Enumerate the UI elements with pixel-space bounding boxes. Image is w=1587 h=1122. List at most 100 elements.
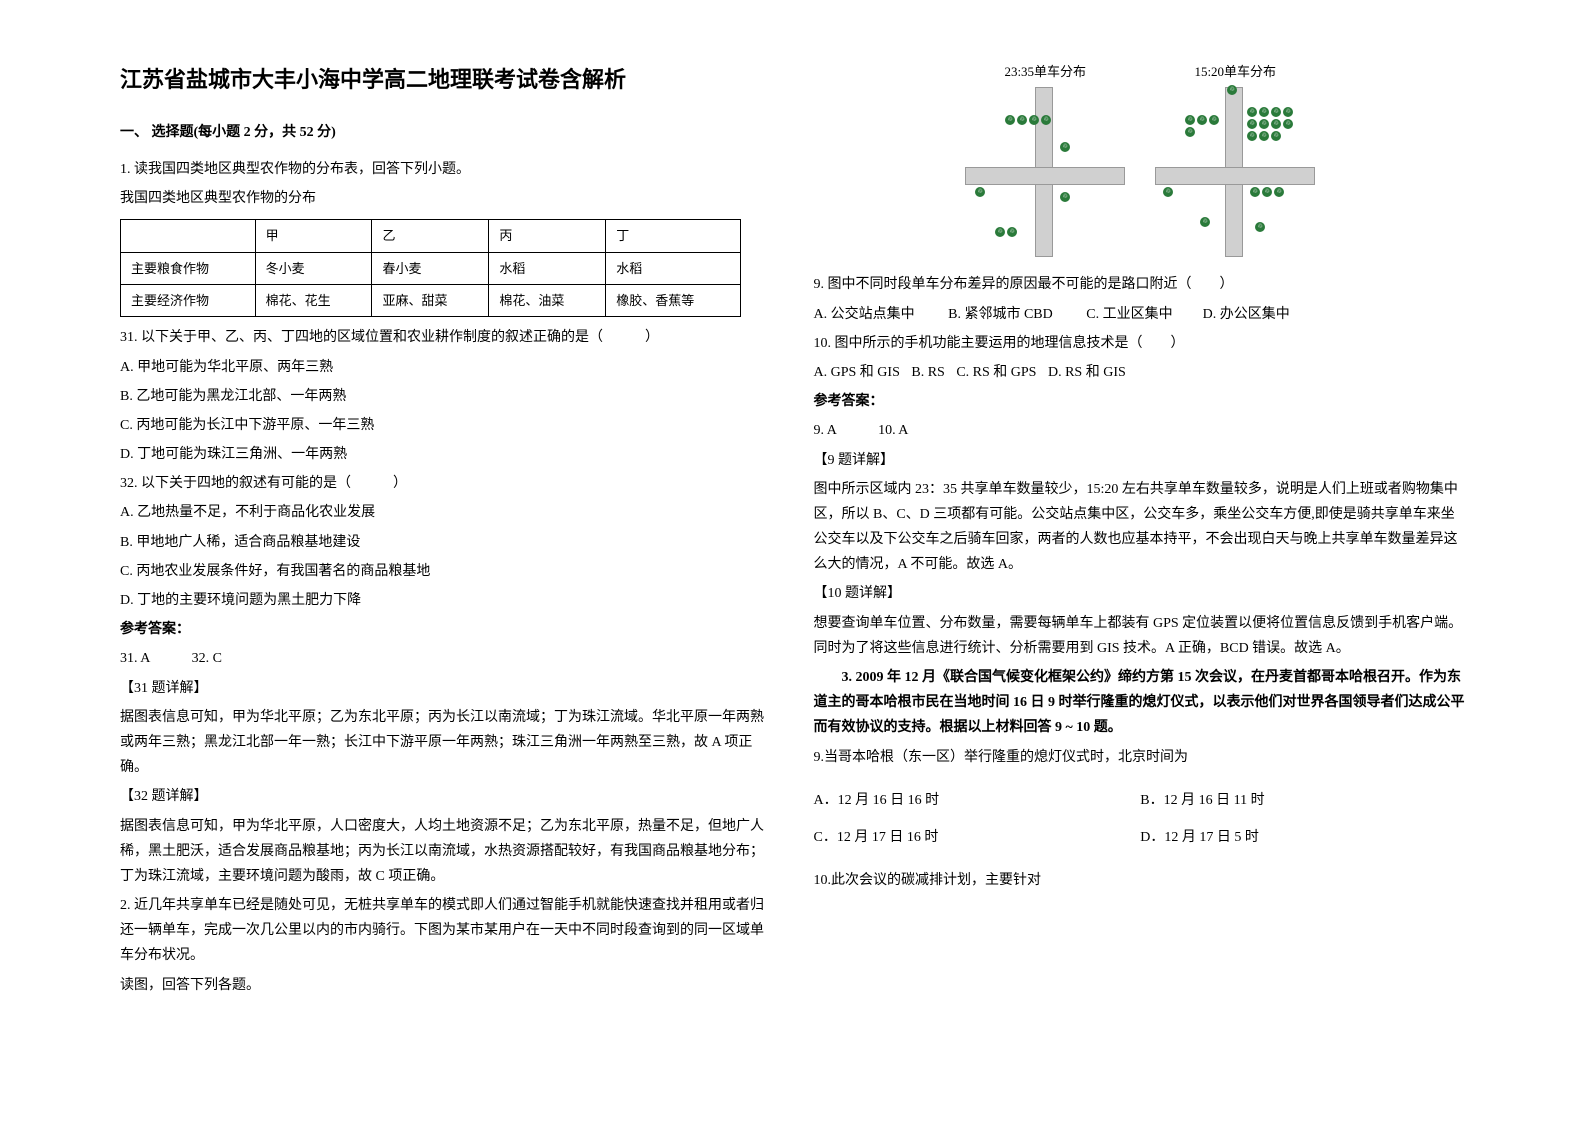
cell: 水稻 [606,252,741,284]
right-column: 23:35单车分布 ♲ ♲ ♲ ♲ ♲ ♲ ♲ ♲ [794,60,1488,1082]
q3-q9-opt-b: B．12 月 16 日 11 时 [1140,782,1467,819]
answer-text-2: 9. A 10. A [814,418,1468,443]
q32-opt-d: D. 丁地的主要环境问题为黑土肥力下降 [120,588,774,613]
q10-opt-a: A. GPS 和 GIS [814,360,900,385]
bike-icon: ♲ [1271,131,1281,141]
q2-read: 读图，回答下列各题。 [120,973,774,998]
th-ding: 丁 [606,220,741,252]
cell: 主要经济作物 [121,284,256,316]
exp32-label: 【32 题详解】 [120,784,774,809]
cell: 棉花、花生 [255,284,372,316]
bike-icon: ♲ [1250,187,1260,197]
diagram-1: 23:35单车分布 ♲ ♲ ♲ ♲ ♲ ♲ ♲ ♲ [965,60,1125,257]
exp32-text: 据图表信息可知，甲为华北平原，人口密度大，人均土地资源不足；乙为东北平原，热量不… [120,814,774,890]
diag1-box: ♲ ♲ ♲ ♲ ♲ ♲ ♲ ♲ ♲ [965,87,1125,257]
bike-icon: ♲ [1163,187,1173,197]
cell: 水稻 [489,252,606,284]
q9-options: A. 公交站点集中 B. 紧邻城市 CBD C. 工业区集中D. 办公区集中 [814,302,1468,327]
diagram-2: 15:20单车分布 ♲ ♲ ♲ ♲ ♲ ♲ ♲ ♲ ♲ ♲ [1155,60,1315,257]
q31-stem: 31. 以下关于甲、乙、丙、丁四地的区域位置和农业耕作制度的叙述正确的是（ ） [120,325,774,350]
q9-opt-d: D. 办公区集中 [1203,302,1290,327]
q10-opt-b: B. RS [911,360,944,385]
bike-icon: ♲ [995,227,1005,237]
q3-q9-opt-a: A．12 月 16 日 16 时 [814,782,1141,819]
bike-icon: ♲ [1060,142,1070,152]
bike-icon: ♲ [1007,227,1017,237]
q3-q9-options: A．12 月 16 日 16 时 B．12 月 16 日 11 时 C．12 月… [814,782,1468,856]
q10-opt-c: C. RS 和 GPS [956,360,1036,385]
left-column: 江苏省盐城市大丰小海中学高二地理联考试卷含解析 一、 选择题(每小题 2 分，共… [100,60,794,1082]
cell: 春小麦 [372,252,489,284]
q31-opt-a: A. 甲地可能为华北平原、两年三熟 [120,355,774,380]
exp9-label: 【9 题详解】 [814,448,1468,473]
q31-opt-d: D. 丁地可能为珠江三角洲、一年两熟 [120,442,774,467]
bike-icon: ♲ [1259,107,1269,117]
bike-icon: ♲ [1271,107,1281,117]
bike-icon: ♲ [1274,187,1284,197]
table-row: 主要经济作物 棉花、花生 亚麻、甜菜 棉花、油菜 橡胶、香蕉等 [121,284,741,316]
q10-opt-d: D. RS 和 GIS [1048,360,1126,385]
cell: 亚麻、甜菜 [372,284,489,316]
cell: 棉花、油菜 [489,284,606,316]
q3-q10-stem: 10.此次会议的碳减排计划，主要针对 [814,868,1468,893]
q3-q9-opt-c: C．12 月 17 日 16 时 [814,819,1141,856]
q32-opt-a: A. 乙地热量不足，不利于商品化农业发展 [120,500,774,525]
bike-icon: ♲ [1283,107,1293,117]
bike-icon: ♲ [1029,115,1039,125]
table-row: 甲 乙 丙 丁 [121,220,741,252]
q10-stem: 10. 图中所示的手机功能主要运用的地理信息技术是（ ） [814,331,1468,356]
bike-icon: ♲ [1247,107,1257,117]
q9-opt-a: A. 公交站点集中 [814,302,915,327]
table-caption: 我国四类地区典型农作物的分布 [120,186,774,211]
q9-opt-b: B. 紧邻城市 CBD [948,302,1053,327]
bike-icon: ♲ [1227,85,1237,95]
th-jia: 甲 [255,220,372,252]
q32-opt-b: B. 甲地地广人稀，适合商品粮基地建设 [120,530,774,555]
cell: 橡胶、香蕉等 [606,284,741,316]
th-blank [121,220,256,252]
diag1-title: 23:35单车分布 [965,60,1125,83]
bike-icon: ♲ [1262,187,1272,197]
exp9-text: 图中所示区域内 23：35 共享单车数量较少，15:20 左右共享单车数量较多，… [814,477,1468,578]
answer-text: 31. A 32. C [120,646,774,671]
bike-icon: ♲ [1200,217,1210,227]
q1-intro: 1. 读我国四类地区典型农作物的分布表，回答下列小题。 [120,157,774,182]
bike-icon: ♲ [1041,115,1051,125]
q10-options: A. GPS 和 GIS B. RS C. RS 和 GPS D. RS 和 G… [814,360,1468,385]
exp31-label: 【31 题详解】 [120,676,774,701]
bike-icon: ♲ [1247,131,1257,141]
diag2-title: 15:20单车分布 [1155,60,1315,83]
exp31-text: 据图表信息可知，甲为华北平原；乙为东北平原；丙为长江以南流域；丁为珠江流域。华北… [120,705,774,781]
q31-opt-b: B. 乙地可能为黑龙江北部、一年两熟 [120,384,774,409]
cell: 冬小麦 [255,252,372,284]
bike-icon: ♲ [1185,127,1195,137]
q32-opt-c: C. 丙地农业发展条件好，有我国著名的商品粮基地 [120,559,774,584]
bike-icon: ♲ [1259,131,1269,141]
bike-icon: ♲ [1259,119,1269,129]
bike-icon: ♲ [1060,192,1070,202]
q9-stem: 9. 图中不同时段单车分布差异的原因最不可能的是路口附近（ ） [814,272,1468,297]
bike-icon: ♲ [1005,115,1015,125]
q3-q9-opt-d: D．12 月 17 日 5 时 [1140,819,1467,856]
page-title: 江苏省盐城市大丰小海中学高二地理联考试卷含解析 [120,60,774,100]
exp10-text: 想要查询单车位置、分布数量，需要每辆单车上都装有 GPS 定位装置以便将位置信息… [814,611,1468,661]
bike-icon: ♲ [1271,119,1281,129]
answer-label: 参考答案： [120,617,774,642]
q31-opt-c: C. 丙地可能为长江中下游平原、一年三熟 [120,413,774,438]
crop-table: 甲 乙 丙 丁 主要粮食作物 冬小麦 春小麦 水稻 水稻 主要经济作物 棉花、花… [120,219,741,317]
bike-icon: ♲ [1017,115,1027,125]
q3-intro: 3. 2009 年 12 月《联合国气候变化框架公约》缔约方第 15 次会议，在… [814,665,1468,741]
cell: 主要粮食作物 [121,252,256,284]
diag2-box: ♲ ♲ ♲ ♲ ♲ ♲ ♲ ♲ ♲ ♲ ♲ ♲ ♲ ♲ [1155,87,1315,257]
th-bing: 丙 [489,220,606,252]
bike-icon: ♲ [1197,115,1207,125]
q32-stem: 32. 以下关于四地的叙述有可能的是（ ） [120,471,774,496]
q3-q9-stem: 9.当哥本哈根（东一区）举行隆重的熄灯仪式时，北京时间为 [814,745,1468,770]
bike-icon: ♲ [1247,119,1257,129]
bike-icon: ♲ [975,187,985,197]
bike-icon: ♲ [1185,115,1195,125]
table-row: 主要粮食作物 冬小麦 春小麦 水稻 水稻 [121,252,741,284]
section-heading: 一、 选择题(每小题 2 分，共 52 分) [120,120,774,145]
bike-icon: ♲ [1209,115,1219,125]
q2-intro: 2. 近几年共享单车已经是随处可见，无桩共享单车的模式即人们通过智能手机就能快速… [120,893,774,969]
